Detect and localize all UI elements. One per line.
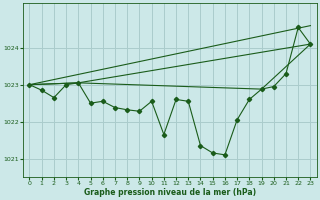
X-axis label: Graphe pression niveau de la mer (hPa): Graphe pression niveau de la mer (hPa) — [84, 188, 256, 197]
